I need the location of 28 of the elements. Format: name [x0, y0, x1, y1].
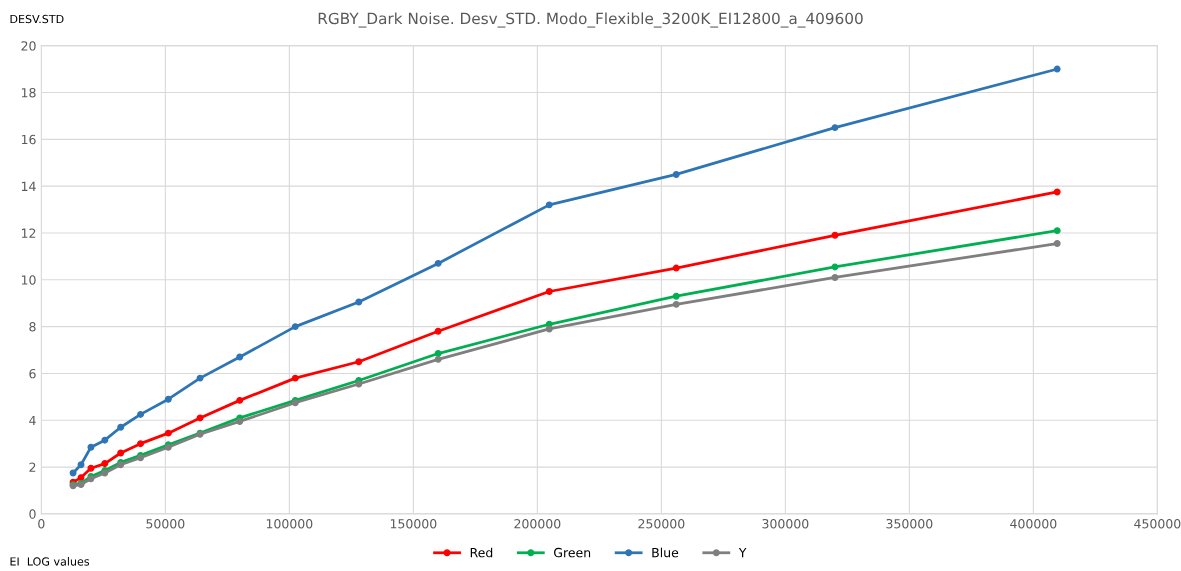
- x-tick-label: 200000: [514, 518, 561, 529]
- y-tick-label: 18: [21, 87, 36, 98]
- x-tick-label: 150000: [390, 518, 437, 529]
- y-tick-label: 10: [21, 275, 36, 285]
- x-tick-label: 50000: [146, 518, 185, 529]
- legend-label: Y: [738, 548, 747, 558]
- y-tick-label: 0: [29, 509, 36, 519]
- legend-label: Blue: [652, 547, 679, 558]
- y-tick-label: 2: [29, 462, 36, 472]
- x-tick-label: 450000: [1134, 518, 1181, 529]
- x-axis-title: EI LOG values: [10, 557, 90, 566]
- y-tick-label: 6: [29, 368, 36, 379]
- y-tick-label: 4: [29, 415, 36, 426]
- y-tick-label: 8: [29, 322, 36, 332]
- x-tick-label: 350000: [886, 518, 933, 529]
- chart-title: RGBY_Dark Noise. Desv_STD. Modo_Flexible_3200K_EI12800_a_409600: [318, 12, 863, 28]
- y-tick-label: 14: [21, 181, 36, 191]
- x-tick-label: 400000: [1010, 518, 1057, 529]
- x-tick-label: 0: [38, 518, 45, 529]
- legend-label: Red: [470, 547, 493, 558]
- y-axis-title: DESV.STD: [10, 14, 64, 24]
- legend-label: Green: [554, 547, 591, 558]
- x-tick-label: 250000: [638, 518, 685, 529]
- y-tick-label: 20: [21, 41, 36, 51]
- x-tick-label: 300000: [762, 518, 809, 529]
- y-tick-label: 16: [21, 134, 36, 145]
- x-tick-label: 100000: [266, 518, 313, 529]
- y-tick-label: 12: [21, 228, 36, 238]
